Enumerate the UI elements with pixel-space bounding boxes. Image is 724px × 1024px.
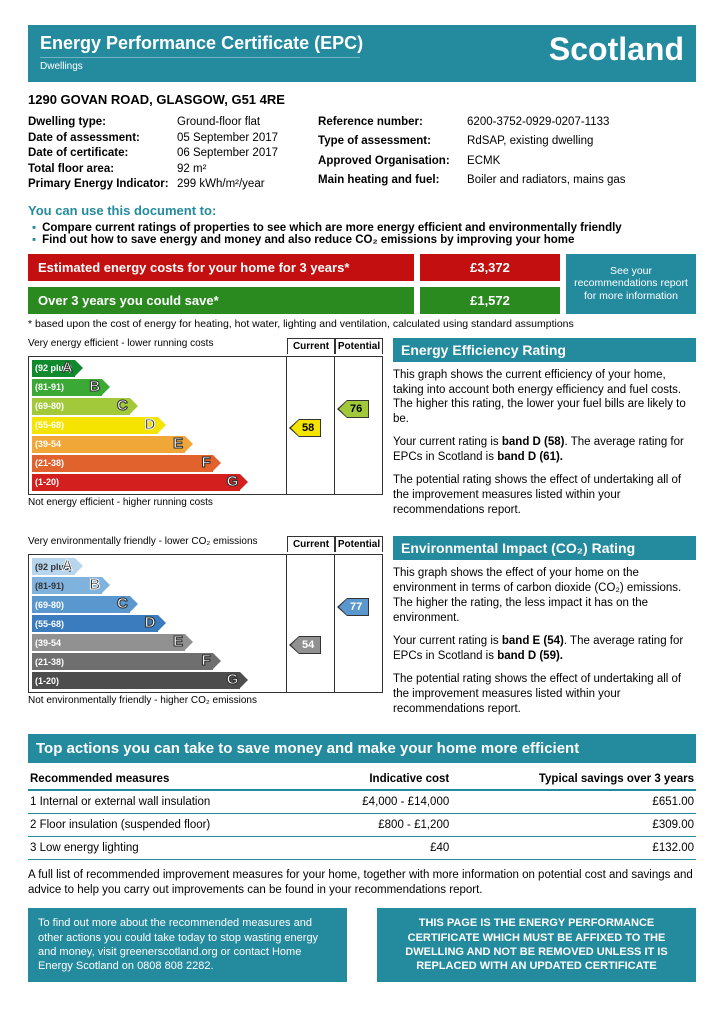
table-cell: £800 - £1,200 [311,814,451,837]
ee-current-tag: 58 [299,419,321,437]
organisation-value: ECMK [467,154,626,173]
pei-value: 299 kWh/m²/year [177,177,278,193]
reference-label: Reference number: [318,115,463,134]
current-col-header: Current [287,536,335,552]
table-cell: £40 [311,837,451,860]
reference-value: 6200-3752-0929-0207-1133 [467,115,626,134]
doc-title: Energy Performance Certificate (EPC) [40,33,363,54]
floor-area-label: Total floor area: [28,162,173,178]
table-cell: 3 Low energy lighting [28,837,311,860]
actions-footer-text: A full list of recommended improvement m… [28,868,696,898]
assessment-type-value: RdSAP, existing dwelling [467,134,626,153]
band-d-range: (55-68) [32,420,64,430]
band-b-range: (81-91) [32,581,64,591]
table-cell: £4,000 - £14,000 [311,790,451,814]
actions-table: Recommended measures Indicative cost Typ… [28,769,696,860]
band-c-range: (69-80) [32,600,64,610]
use-doc-bullets: Compare current ratings of properties to… [28,222,696,246]
actions-heading: Top actions you can take to save money a… [28,734,696,763]
band-e-range: (39-54 [32,638,61,648]
savings-value: £1,572 [420,287,560,314]
ee-p3: The potential rating shows the effect of… [393,473,696,518]
ei-p1: This graph shows the effect of your home… [393,566,696,626]
assessment-date-label: Date of assessment: [28,131,173,147]
ei-heading: Environmental Impact (CO₂) Rating [393,536,696,560]
organisation-label: Approved Organisation: [318,154,463,173]
band-b-range: (81-91) [32,382,64,392]
actions-col1: Recommended measures [28,769,311,790]
heating-label: Main heating and fuel: [318,173,463,192]
band-d-range: (55-68) [32,619,64,629]
band-f-range: (21-38) [32,657,64,667]
band-c-range: (69-80) [32,401,64,411]
ei-p3: The potential rating shows the effect of… [393,672,696,717]
estimated-cost-label: Estimated energy costs for your home for… [28,254,414,281]
heating-value: Boiler and radiators, mains gas [467,173,626,192]
assessment-type-label: Type of assessment: [318,134,463,153]
actions-col3: Typical savings over 3 years [451,769,696,790]
ee-p1: This graph shows the current efficiency … [393,368,696,428]
table-cell: 2 Floor insulation (suspended floor) [28,814,311,837]
savings-label: Over 3 years you could save* [28,287,414,314]
ee-chart-caption-top: Very energy efficient - lower running co… [28,338,287,354]
floor-area-value: 92 m² [177,162,278,178]
ei-p2: Your current rating is band E (54). The … [393,634,696,664]
bullet-1: Compare current ratings of properties to… [42,222,622,234]
band-e-range: (39-54 [32,439,61,449]
recommendations-note: See your recommendations report for more… [566,254,696,314]
dwelling-type-value: Ground-floor flat [177,115,278,131]
certificate-date-label: Date of certificate: [28,146,173,162]
certificate-date-value: 06 September 2017 [177,146,278,162]
use-doc-heading: You can use this document to: [28,203,696,218]
table-cell: £651.00 [451,790,696,814]
table-cell: 1 Internal or external wall insulation [28,790,311,814]
ei-potential-tag: 77 [347,598,369,616]
ee-potential-tag: 76 [347,400,369,418]
actions-col2: Indicative cost [311,769,451,790]
ei-chart: Very environmentally friendly - lower CO… [28,536,383,724]
table-cell: £132.00 [451,837,696,860]
table-cell: £309.00 [451,814,696,837]
band-g-range: (1-20) [32,477,59,487]
ee-chart: Very energy efficient - lower running co… [28,338,383,526]
ee-chart-caption-bottom: Not energy efficient - higher running co… [28,497,383,508]
potential-col-header: Potential [335,536,383,552]
assessment-date-value: 05 September 2017 [177,131,278,147]
cost-footnote: * based upon the cost of energy for heat… [28,318,696,330]
doc-subtitle: Dwellings [40,57,360,72]
dwelling-type-label: Dwelling type: [28,115,173,131]
footer-legal-box: THIS PAGE IS THE ENERGY PERFORMANCE CERT… [377,908,696,981]
current-col-header: Current [287,338,335,354]
ei-current-tag: 54 [299,636,321,654]
bullet-2: Find out how to save energy and money an… [42,234,574,246]
potential-col-header: Potential [335,338,383,354]
ei-chart-caption-top: Very environmentally friendly - lower CO… [28,536,287,552]
property-address: 1290 GOVAN ROAD, GLASGOW, G51 4RE [28,92,696,107]
ei-chart-caption-bottom: Not environmentally friendly - higher CO… [28,695,383,706]
pei-label: Primary Energy Indicator: [28,177,173,193]
ee-p2: Your current rating is band D (58). The … [393,435,696,465]
footer-info-box: To find out more about the recommended m… [28,908,347,981]
band-g-range: (1-20) [32,676,59,686]
ee-heading: Energy Efficiency Rating [393,338,696,362]
band-f-range: (21-38) [32,458,64,468]
country-label: Scotland [549,33,684,65]
estimated-cost-value: £3,372 [420,254,560,281]
property-details: Dwelling type:Ground-floor flat Date of … [28,115,696,193]
header: Energy Performance Certificate (EPC) Dwe… [28,25,696,82]
